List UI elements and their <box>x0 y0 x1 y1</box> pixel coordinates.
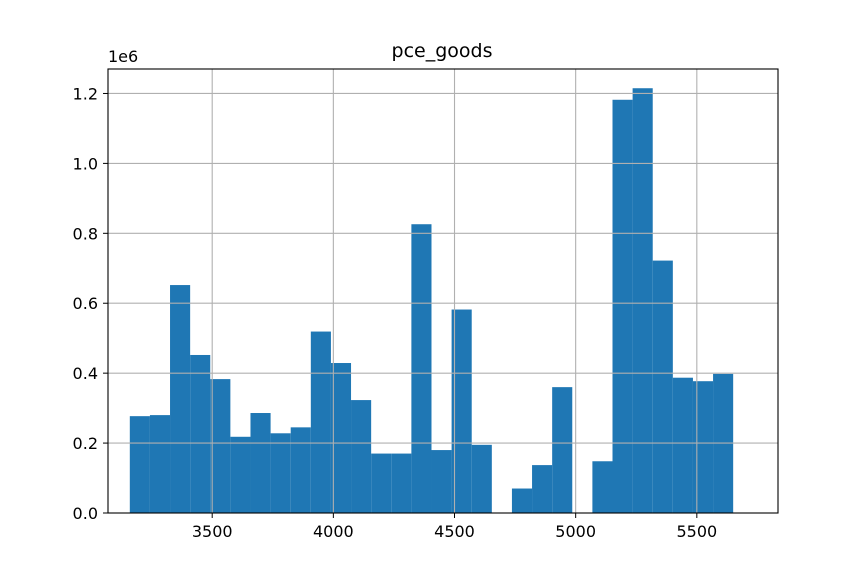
histogram-bar <box>471 444 492 513</box>
histogram-bar <box>592 461 613 513</box>
x-tick-label: 5500 <box>676 522 717 541</box>
x-tick-label: 4000 <box>313 522 354 541</box>
histogram-bar <box>692 381 714 513</box>
histogram-bar <box>511 488 533 513</box>
x-tick-label: 3500 <box>192 522 233 541</box>
histogram-bar <box>632 88 653 514</box>
histogram-bar <box>250 413 271 513</box>
histogram-bar <box>330 363 352 513</box>
histogram-bar <box>310 331 331 513</box>
histogram-bar <box>351 400 372 513</box>
y-offset-label: 1e6 <box>108 47 138 66</box>
axes-frame <box>107 68 779 514</box>
y-tick-label: 1.2 <box>73 84 98 103</box>
histogram-bar <box>391 453 412 513</box>
histogram-bar <box>451 309 472 513</box>
histogram-bar <box>672 377 693 513</box>
histogram-bar <box>149 415 171 513</box>
y-tick-label: 1.0 <box>73 154 98 173</box>
histogram-bar <box>431 450 452 513</box>
histogram-bar <box>552 387 573 513</box>
histogram-bar <box>270 433 291 513</box>
plot-area: 3500 4000 4500 5000 5500 0.0 0.2 0.4 0.6 0.8 1.0 1.… <box>73 68 779 541</box>
histogram-bar <box>170 285 191 513</box>
chart-title: pce_goods <box>392 40 493 62</box>
histogram-bar <box>612 99 633 514</box>
x-tick-label: 4500 <box>434 522 475 541</box>
histogram-bar <box>290 427 311 513</box>
y-tick-label: 0.6 <box>73 294 98 313</box>
histogram-bar <box>411 224 432 513</box>
y-tick-label: 0.4 <box>73 364 98 383</box>
histogram-bar <box>129 416 150 513</box>
y-tick-label: 0.2 <box>73 434 98 453</box>
histogram-bar <box>371 453 392 513</box>
histogram-bar <box>652 260 673 513</box>
histogram-bar <box>210 379 231 513</box>
x-tick-label: 5000 <box>555 522 596 541</box>
y-tick-label: 0.0 <box>73 504 98 523</box>
histogram-bar <box>532 465 553 513</box>
histogram-bar <box>230 436 251 513</box>
histogram-bar <box>190 354 211 513</box>
y-tick-label: 0.8 <box>73 224 98 243</box>
